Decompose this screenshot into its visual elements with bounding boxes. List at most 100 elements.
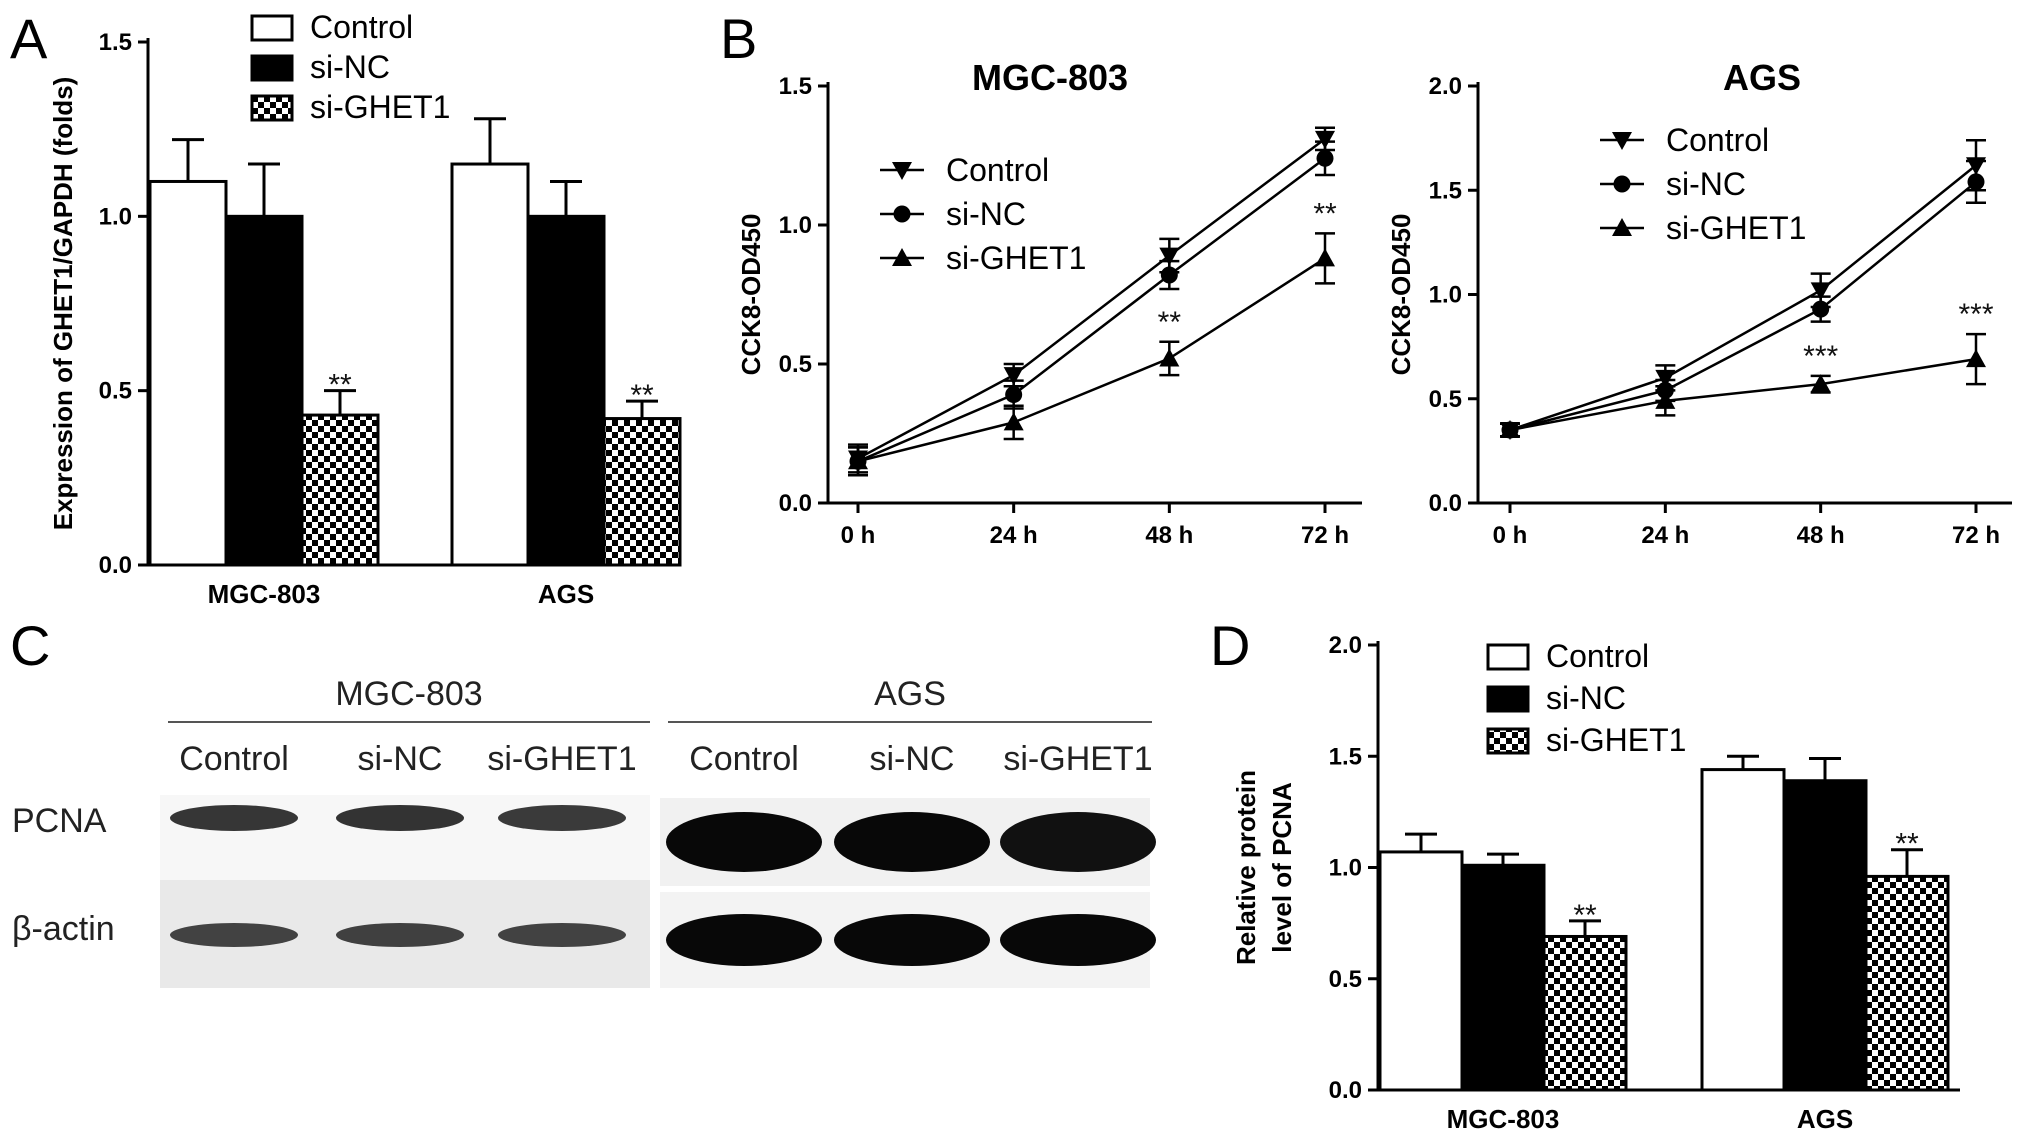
series-line-si-nc	[857, 157, 1326, 463]
series-line-control	[1509, 164, 1977, 432]
x-tick-label: 48 h	[1797, 522, 1845, 549]
blot-row-label: PCNA	[12, 802, 107, 840]
y-tick-label: 0.0	[779, 490, 812, 517]
legend-label: Control	[1666, 122, 1769, 158]
data-point-triangle-up	[1810, 374, 1831, 393]
y-tick-label: 1.0	[1429, 282, 1462, 309]
category-label: MGC-803	[208, 579, 321, 609]
data-point-triangle-down	[1810, 282, 1831, 301]
bar-si-ghet1-mgc-803	[300, 413, 380, 567]
y-tick-label: 1.0	[99, 203, 132, 230]
data-point-triangle-down	[1315, 130, 1335, 149]
data-point-circle	[1005, 386, 1023, 404]
x-tick-label: 72 h	[1301, 522, 1349, 549]
significance-marker: **	[630, 379, 654, 412]
blot-band-actin	[1000, 914, 1156, 966]
y-axis-title-line1: Relative protein	[1231, 770, 1261, 965]
series-line-control	[857, 137, 1326, 460]
legend-label: si-GHET1	[1666, 210, 1806, 246]
category-label: AGS	[1797, 1104, 1853, 1134]
legend-label: Control	[946, 152, 1049, 188]
legend-label: si-GHET1	[1546, 722, 1686, 758]
data-point-triangle-up	[1966, 349, 1986, 368]
data-point-triangle-up	[1315, 248, 1335, 267]
data-point-triangle-up	[1003, 412, 1024, 431]
x-tick-label: 0 h	[841, 522, 876, 549]
chart-b-mgc803: 0.0 0.5 1.0 1.5 0 h 24 h 48 h 72 h CCK8-OD450 MGC…	[736, 57, 1362, 549]
bar-si-nc-ags	[526, 214, 606, 567]
blot-band-actin	[170, 923, 298, 947]
y-tick-label: 1.5	[99, 29, 132, 56]
data-point-triangle-up	[1612, 218, 1632, 236]
legend-swatch	[250, 14, 294, 42]
data-point-triangle-down	[892, 162, 912, 180]
data-point-triangle-up	[1500, 420, 1520, 439]
bar-si-ghet1-ags	[602, 417, 682, 567]
y-tick-label: 1.5	[1429, 177, 1462, 204]
data-point-triangle-up	[1159, 348, 1180, 367]
blot-band-actin	[336, 923, 464, 947]
blot-lane-label: Control	[179, 740, 289, 778]
y-tick-label: 0.5	[779, 351, 812, 378]
y-tick-label: 0.0	[1429, 490, 1462, 517]
category-label: MGC-803	[1447, 1104, 1560, 1134]
panel-letter-b: B	[720, 7, 757, 70]
blot-band-pcna	[834, 812, 990, 872]
legend-label: si-NC	[1666, 166, 1746, 202]
significance-marker: ***	[1803, 340, 1838, 373]
y-tick-label: 1.0	[779, 212, 812, 239]
significance-marker: **	[328, 369, 352, 402]
blot-row-label: β-actin	[12, 910, 115, 948]
significance-marker: **	[1895, 828, 1919, 861]
legend-label: si-GHET1	[310, 89, 450, 125]
legend-label: si-GHET1	[946, 240, 1086, 276]
y-tick-label: 0.5	[1429, 386, 1462, 413]
bar-control-mgc-803	[148, 179, 228, 567]
legend-label: si-NC	[946, 196, 1026, 232]
y-axis-title: Expression of GHET1/GAPDH (folds)	[48, 77, 78, 531]
y-tick-label: 2.0	[1429, 73, 1462, 100]
data-point-triangle-down	[1003, 367, 1024, 386]
y-tick-label: 1.0	[1329, 855, 1362, 882]
blot-group-label: MGC-803	[335, 675, 482, 713]
chart-title: MGC-803	[972, 57, 1128, 98]
data-point-circle	[893, 205, 911, 223]
blot-band-pcna	[498, 805, 626, 831]
blot-band-pcna	[336, 805, 464, 831]
panel-letter-a: A	[10, 7, 48, 70]
bar-si-ghet1-ags	[1864, 874, 1950, 1092]
y-tick-label: 2.0	[1329, 632, 1362, 659]
significance-marker: **	[1158, 306, 1182, 339]
data-point-triangle-up	[892, 248, 912, 266]
western-blot: MGC-803 AGS Control si-NC si-GHET1 Control si-…	[12, 675, 1156, 988]
legend-swatch	[1486, 643, 1530, 671]
y-tick-label: 0.5	[1329, 966, 1362, 993]
blot-group-label: AGS	[874, 675, 946, 713]
blot-band-pcna	[666, 812, 822, 872]
y-tick-label: 0.0	[99, 552, 132, 579]
data-point-circle	[1613, 175, 1631, 193]
chart-a: 0.0 0.5 1.0 1.5 Expression of GHET1/GAPDH (f…	[48, 9, 682, 609]
chart-b-ags: 0.0 0.5 1.0 1.5 2.0 0 h 24 h 48 h 72 h CCK8-OD450…	[1386, 57, 2012, 549]
x-tick-label: 24 h	[990, 522, 1038, 549]
blot-lane-label: si-NC	[870, 740, 955, 778]
panel-letter-d: D	[1210, 614, 1250, 677]
y-axis-title: CCK8-OD450	[736, 214, 766, 376]
blot-lane-label: Control	[689, 740, 799, 778]
category-label: AGS	[538, 579, 594, 609]
bar-si-nc-ags	[1782, 779, 1868, 1092]
legend-label: si-NC	[310, 49, 390, 85]
data-point-triangle-down	[1159, 247, 1180, 266]
blot-band-actin	[666, 914, 822, 966]
blot-band-pcna	[170, 805, 298, 831]
blot-band-pcna	[1000, 812, 1156, 872]
data-point-circle	[1967, 173, 1985, 191]
significance-marker: **	[1313, 197, 1337, 230]
chart-d: 0.0 0.5 1.0 1.5 2.0 Relative protein level of …	[1231, 632, 1960, 1134]
significance-marker: **	[1573, 899, 1597, 932]
bar-control-ags	[1700, 768, 1786, 1092]
bar-control-ags	[450, 162, 530, 567]
blot-band-actin	[834, 914, 990, 966]
legend-swatch	[1486, 685, 1530, 713]
series-line-si-nc	[1509, 180, 1977, 432]
